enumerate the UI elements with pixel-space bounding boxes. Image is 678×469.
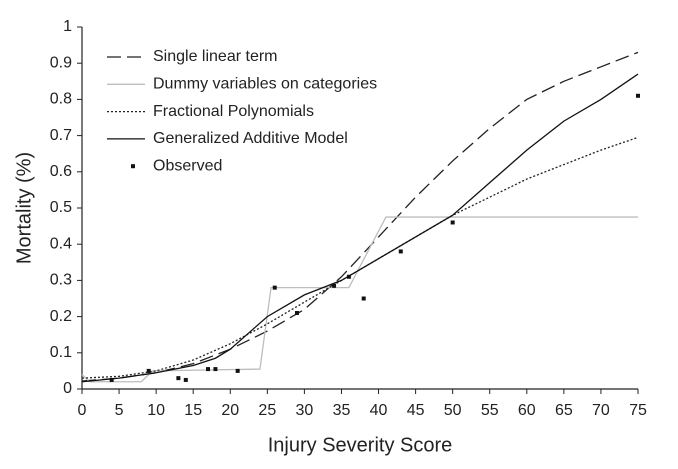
observed-point [183,377,188,382]
x-tick-label: 65 [555,402,573,419]
observed-point [206,367,211,372]
x-tick-label: 60 [518,402,536,419]
y-axis-title: Mortality (%) [13,152,35,264]
x-tick-label: 70 [592,402,610,419]
observed-point [332,283,337,288]
observed-point [636,93,640,98]
x-tick-label: 35 [333,402,351,419]
observed-point [361,296,366,301]
y-tick-label: 0.8 [50,91,72,108]
y-tick-label: 0.1 [50,344,72,361]
y-tick-label: 0.4 [50,235,72,252]
y-tick-label: 1 [63,18,72,35]
series-line [81,73,639,383]
observed-point [398,249,403,254]
y-tick-label: 0.7 [50,127,72,144]
legend-label: Single linear term [153,48,278,65]
observed-point [146,368,151,373]
observed-point [235,368,240,373]
observed-point [294,310,299,315]
x-tick-label: 75 [629,402,647,419]
y-tick-label: 0.2 [50,308,72,325]
observed-point [176,376,181,381]
y-tick-label: 0.6 [50,163,72,180]
legend-label: Dummy variables on categories [153,76,377,93]
x-tick-label: 0 [78,402,87,419]
series-line [81,51,639,382]
x-tick-label: 15 [184,402,202,419]
x-tick-label: 25 [258,402,276,419]
observed-point [213,367,218,372]
x-tick-label: 45 [407,402,425,419]
y-tick-label: 0.9 [50,54,72,71]
x-tick-label: 5 [115,402,124,419]
legend-label: Generalized Additive Model [153,130,348,147]
x-tick-label: 10 [147,402,165,419]
y-tick-label: 0 [63,380,72,397]
x-axis-title: Injury Severity Score [268,434,453,456]
observed-point [450,220,455,225]
x-tick-label: 30 [296,402,314,419]
legend-label: Observed [153,157,222,174]
series-line [81,136,639,379]
x-tick-label: 50 [444,402,462,419]
legend-label: Fractional Polynomials [153,103,314,120]
legend-marker [131,164,135,169]
observed-point [109,377,114,382]
x-tick-label: 40 [370,402,388,419]
observed-point [346,274,351,279]
y-tick-label: 0.3 [50,272,72,289]
y-tick-label: 0.5 [50,199,72,216]
series-line [81,216,638,383]
x-tick-label: 20 [221,402,239,419]
x-tick-label: 55 [481,402,499,419]
observed-point [272,285,277,290]
